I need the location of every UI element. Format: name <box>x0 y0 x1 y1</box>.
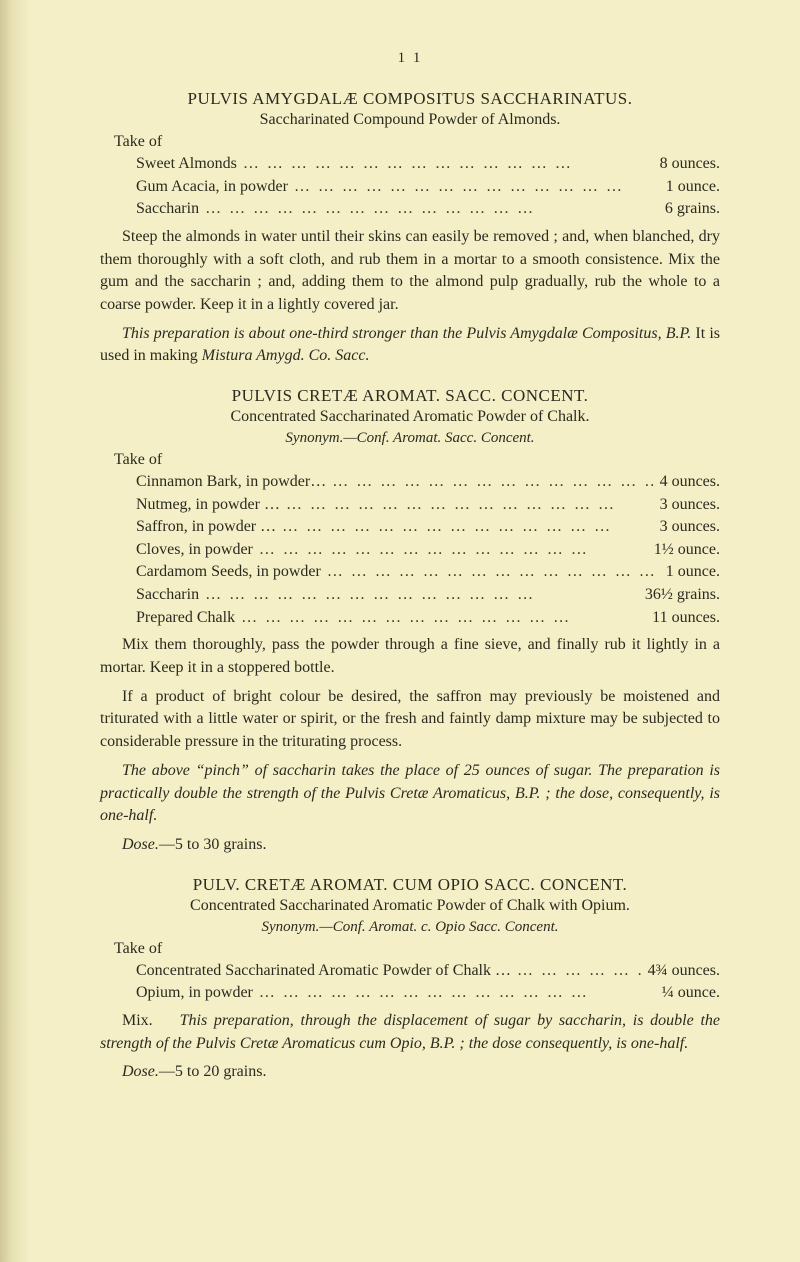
sec1-paragraph-note: This preparation is about one-third stro… <box>100 323 720 368</box>
ingredient-amount: 6 grains. <box>665 198 720 220</box>
sec2-ing-row: Saccharin … … … … … … … … … … … … … … 36… <box>100 584 720 606</box>
ingredient-label: Saccharin <box>100 198 199 220</box>
leader-dots: … … … … … … … … … … … … … … <box>294 176 660 198</box>
ingredient-amount: 1 ounce. <box>666 561 720 583</box>
ingredient-amount: 3 ounces. <box>660 516 720 538</box>
leader-dots: … … … … … … … … … … … … … … <box>282 516 653 538</box>
sec3-dose: Dose.—5 to 20 grains. <box>100 1061 720 1084</box>
sec2-paragraph-italic: The above “pinch” of saccharin takes the… <box>100 760 720 828</box>
ingredient-label: Saffron, in powder … <box>100 516 276 538</box>
sec2-ing-row: Prepared Chalk … … … … … … … … … … … … …… <box>100 607 720 629</box>
sec2-ing-row: Cinnamon Bark, in powder… … … … … … … … … <box>100 471 720 493</box>
ingredient-amount: ¼ ounce. <box>662 982 720 1004</box>
dose-text: —5 to 30 grains. <box>159 836 267 853</box>
ingredient-amount: 8 ounces. <box>660 153 720 175</box>
sec2-synonym: Synonym.—Conf. Aromat. Sacc. Concent. <box>100 430 720 447</box>
leader-dots: … … … … … … … … … … … … … … <box>259 539 648 561</box>
sec2-ing-row: Cardamom Seeds, in powder … … … … … … … … <box>100 561 720 583</box>
page: 1 1 PULVIS AMYGDALÆ COMPOSITUS SACCHARIN… <box>0 0 800 1262</box>
sec3-take-of: Take of <box>100 940 720 958</box>
ingredient-amount: 1½ ounce. <box>654 539 720 561</box>
page-shadow-left <box>0 0 30 1262</box>
sec2-dose: Dose.—5 to 30 grains. <box>100 834 720 857</box>
sec1-take-of: Take of <box>100 133 720 151</box>
italic-text: This preparation, through the displaceme… <box>100 1012 720 1052</box>
sec2-paragraph: Mix them thoroughly, pass the powder thr… <box>100 634 720 679</box>
leader-dots: … … … … … … … … … … … … … … <box>205 584 639 606</box>
ingredient-label: Saccharin <box>100 584 199 606</box>
sec2-ing-row: Cloves, in powder … … … … … … … … … … … … <box>100 539 720 561</box>
ingredient-label: Cloves, in powder <box>100 539 253 561</box>
dose-text: —5 to 20 grains. <box>159 1063 267 1080</box>
sec2-ing-row: Nutmeg, in powder … … … … … … … … … … … … <box>100 494 720 516</box>
sec3-subtitle: Concentrated Saccharinated Aromatic Powd… <box>100 897 720 915</box>
sec3-synonym: Synonym.—Conf. Aromat. c. Opio Sacc. Con… <box>100 919 720 936</box>
sec2-paragraph: If a product of bright colour be desired… <box>100 686 720 754</box>
sec3-ing-row: Opium, in powder … … … … … … … … … … … …… <box>100 982 720 1004</box>
ingredient-label: Gum Acacia, in powder <box>100 176 288 198</box>
ingredient-label: Cardamom Seeds, in powder <box>100 561 321 583</box>
ingredient-label: Prepared Chalk <box>100 607 235 629</box>
italic-text: This preparation is about one-third stro… <box>122 325 695 342</box>
sec2-title: PULVIS CRETÆ AROMAT. SACC. CONCENT. <box>100 386 720 406</box>
ingredient-amount: 4¾ ounces. <box>648 960 720 982</box>
ingredient-label: Cinnamon Bark, in powder… <box>100 471 326 493</box>
ingredient-amount: 3 ounces. <box>660 494 720 516</box>
leader-dots: … … … … … … … … … … … … … … <box>259 982 656 1004</box>
sec1-ing-row: Saccharin … … … … … … … … … … … … … … 6 … <box>100 198 720 220</box>
ingredient-label: Nutmeg, in powder … <box>100 494 280 516</box>
sec2-subtitle: Concentrated Saccharinated Aromatic Powd… <box>100 408 720 426</box>
leader-dots: … … … … … … … … … … … … … … <box>332 471 653 493</box>
leader-dots: … … … … … … … … … … … … … … <box>327 561 660 583</box>
leader-dots: … … … … … … … … … … … … … … <box>205 198 659 220</box>
ingredient-amount: 11 ounces. <box>652 607 720 629</box>
leader-dots: … … … … … … … … … … … … … … <box>243 153 654 175</box>
sec2-ing-row: Saffron, in powder … … … … … … … … … … …… <box>100 516 720 538</box>
ingredient-label: Concentrated Saccharinated Aromatic Powd… <box>100 960 511 982</box>
leader-dots: … … … … … … … … … … … … … … <box>286 494 654 516</box>
leader-dots: … … … … … … … … … … … … … … <box>517 960 642 982</box>
sec1-ing-row: Sweet Almonds … … … … … … … … … … … … … … <box>100 153 720 175</box>
ingredient-amount: 36½ grains. <box>645 584 720 606</box>
leader-dots: … … … … … … … … … … … … … … <box>241 607 646 629</box>
dose-label: Dose. <box>122 836 159 853</box>
ingredient-amount: 1 ounce. <box>666 176 720 198</box>
dose-label: Dose. <box>122 1063 159 1080</box>
sec2-take-of: Take of <box>100 451 720 469</box>
sec1-paragraph: Steep the almonds in water until their s… <box>100 226 720 317</box>
sec1-ing-row: Gum Acacia, in powder … … … … … … … … … … <box>100 176 720 198</box>
ingredient-label: Opium, in powder <box>100 982 253 1004</box>
ingredient-label: Sweet Almonds <box>100 153 237 175</box>
sec1-subtitle: Saccharinated Compound Powder of Almonds… <box>100 111 720 129</box>
mix-label: Mix. <box>122 1012 153 1029</box>
sec3-mix-paragraph: Mix. This preparation, through the displ… <box>100 1010 720 1055</box>
ingredient-amount: 4 ounces. <box>660 471 720 493</box>
sec3-ing-row: Concentrated Saccharinated Aromatic Powd… <box>100 960 720 982</box>
page-number: 1 1 <box>100 50 720 67</box>
sec3-title: PULV. CRETÆ AROMAT. CUM OPIO SACC. CONCE… <box>100 875 720 895</box>
italic-text: Mistura Amygd. Co. Sacc. <box>202 347 370 364</box>
sec1-title: PULVIS AMYGDALÆ COMPOSITUS SACCHARINATUS… <box>100 89 720 109</box>
